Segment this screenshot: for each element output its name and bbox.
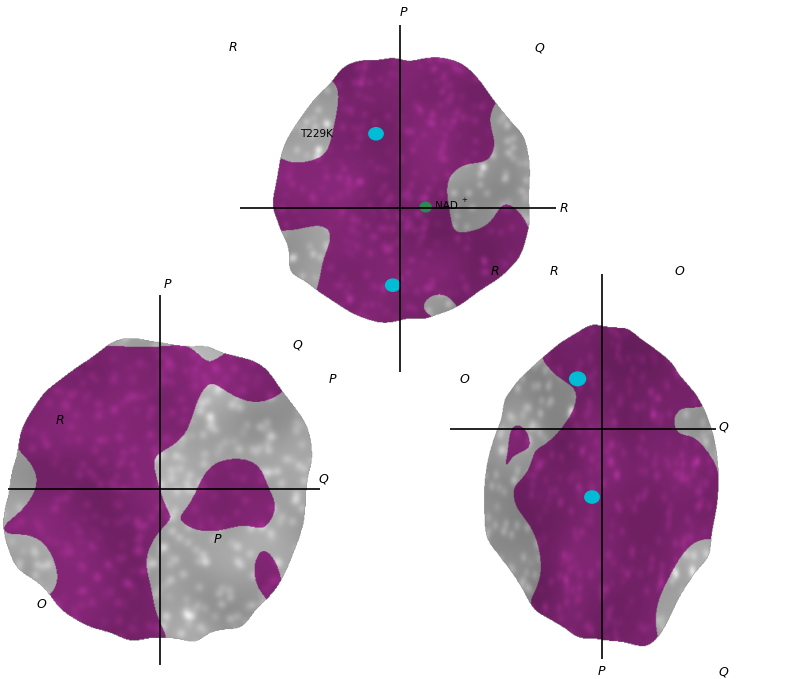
- Text: R: R: [550, 265, 558, 278]
- Text: P: P: [163, 278, 170, 291]
- Text: Q: Q: [292, 338, 302, 352]
- Text: O: O: [674, 265, 684, 278]
- Circle shape: [585, 491, 599, 503]
- Text: O: O: [37, 598, 46, 611]
- Text: P: P: [214, 533, 222, 547]
- Circle shape: [386, 279, 400, 291]
- Text: P: P: [598, 665, 606, 678]
- Text: R: R: [55, 414, 64, 428]
- Text: Q: Q: [718, 420, 728, 434]
- Circle shape: [369, 128, 383, 140]
- Text: P: P: [400, 6, 407, 19]
- Text: Q: Q: [534, 41, 544, 54]
- Text: R: R: [228, 41, 237, 54]
- Text: R: R: [490, 265, 499, 278]
- Circle shape: [570, 372, 586, 386]
- Text: NAD: NAD: [435, 201, 458, 210]
- Text: Q: Q: [718, 665, 728, 678]
- Text: P: P: [328, 373, 336, 386]
- Text: T229K: T229K: [300, 129, 333, 139]
- Text: Q: Q: [318, 472, 328, 485]
- Text: R: R: [560, 202, 569, 215]
- Circle shape: [420, 202, 431, 212]
- Text: +: +: [461, 197, 466, 202]
- Text: O: O: [459, 373, 469, 386]
